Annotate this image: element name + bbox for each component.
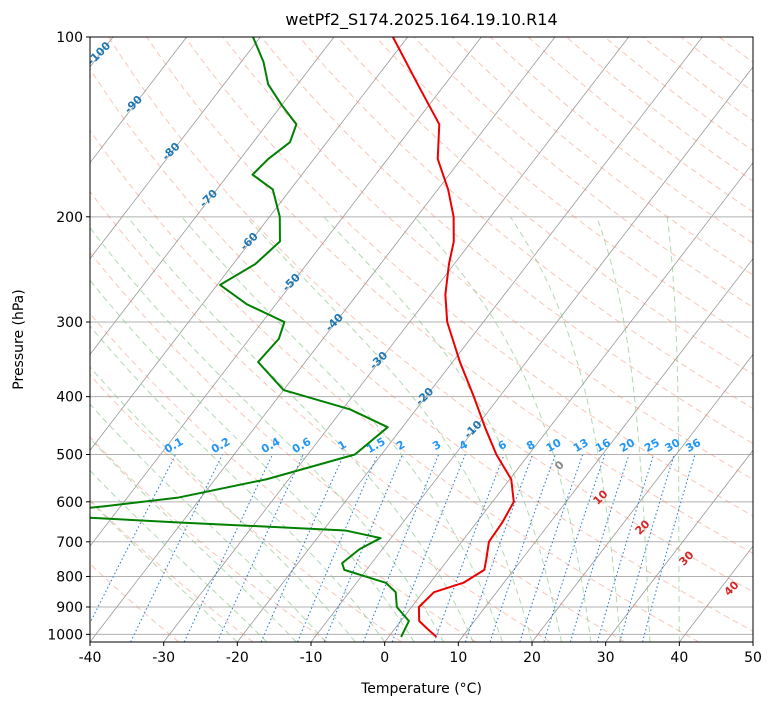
- y-tick-label: 200: [56, 210, 83, 226]
- mixing-ratio-line: [464, 454, 534, 642]
- dry-adiabat-line: [90, 563, 180, 642]
- isotherm-line: [531, 353, 753, 642]
- x-ticks: -40 -30 -20 -10 0 10 20 30 40 50: [79, 642, 762, 666]
- moist-adiabat-line: [90, 366, 356, 642]
- isotherm-line: [605, 449, 753, 642]
- isotherm-line: [90, 37, 261, 260]
- mixing-ratio-line: [619, 454, 675, 642]
- y-ticks: 100 200 300 400 500 600 700 800 900 1000: [47, 30, 90, 643]
- x-tick-label: 30: [597, 650, 615, 666]
- dry-adiabat-lines: [90, 37, 753, 642]
- mixing-ratio-line: [543, 454, 606, 642]
- moist-adiabat-line: [127, 216, 474, 642]
- y-tick-label: 1000: [47, 627, 83, 643]
- dry-adiabat-line: [90, 251, 551, 642]
- mixing-ratio-line: [642, 454, 696, 642]
- y-tick-label: 500: [56, 448, 83, 464]
- mixing-ratio-line: [433, 454, 505, 642]
- dry-adiabat-line: [222, 37, 753, 480]
- moist-adiabat-line: [90, 403, 327, 642]
- mixing-ratio-line: [569, 454, 630, 642]
- isotherm-line: [90, 37, 187, 164]
- isotherm-line: [163, 37, 629, 642]
- dry-adiabat-line: [146, 37, 753, 555]
- x-tick-label: -10: [300, 650, 323, 666]
- moist-adiabat-line: [90, 437, 297, 642]
- x-tick-label: 40: [670, 650, 688, 666]
- y-tick-label: 900: [56, 600, 83, 616]
- moist-adiabat-line: [90, 469, 268, 642]
- dry-adiabat-line: [260, 37, 753, 445]
- isotherm-line: [90, 37, 408, 451]
- x-tick-label: 50: [744, 650, 762, 666]
- dry-adiabat-line: [90, 436, 328, 642]
- dry-adiabat-line: [337, 37, 753, 375]
- y-tick-label: 800: [56, 569, 83, 585]
- mixing-ratio-line: [596, 454, 655, 642]
- mixing-ratio-line: [323, 454, 403, 642]
- moist-adiabat-lines: [90, 216, 680, 642]
- mixing-ratio-line: [216, 454, 304, 642]
- moist-adiabat-line: [509, 216, 621, 642]
- mixing-ratio-line: [519, 454, 584, 642]
- x-axis-label: Temperature (°C): [360, 681, 482, 697]
- moist-adiabat-line: [90, 279, 415, 642]
- mixing-ratio-line: [391, 454, 466, 642]
- x-tick-label: -30: [152, 650, 175, 666]
- dry-adiabat-line: [108, 37, 753, 593]
- isotherm-line: [237, 37, 703, 642]
- y-tick-label: 400: [56, 390, 83, 406]
- isotherm-lines: [90, 37, 753, 642]
- dewpoint-profile: [90, 37, 410, 638]
- dry-adiabat-line: [90, 67, 753, 632]
- mixing-ratio-line: [362, 454, 440, 642]
- moist-adiabat-line: [666, 216, 680, 642]
- chart-title: wetPf2_S174.2025.164.19.10.R14: [285, 10, 557, 30]
- y-axis-label: Pressure (hPa): [11, 289, 27, 389]
- mixing-ratio-line: [183, 454, 273, 642]
- moist-adiabat-line: [596, 216, 651, 642]
- mixing-ratio-line: [489, 454, 556, 642]
- isotherm-line: [458, 257, 753, 642]
- dry-adiabat-line: [90, 312, 477, 642]
- profiles: [90, 37, 515, 638]
- y-tick-label: 300: [56, 315, 83, 331]
- moist-adiabat-line: [181, 216, 504, 642]
- y-tick-label: 100: [56, 30, 83, 46]
- mixing-ratio-line: [297, 454, 379, 642]
- y-tick-label: 700: [56, 535, 83, 551]
- mixing-ratio-lines: [90, 454, 696, 642]
- dry-adiabat-line: [90, 374, 403, 642]
- x-tick-label: 20: [523, 650, 541, 666]
- dry-adiabat-line: [299, 37, 753, 410]
- isotherm-line: [90, 37, 482, 547]
- x-tick-label: -40: [79, 650, 102, 666]
- mixing-ratio-line: [260, 454, 345, 642]
- temperature-profile: [392, 37, 515, 638]
- dry-adiabat-line: [184, 37, 753, 517]
- isotherm-line: [310, 66, 753, 642]
- moist-adiabat-line: [414, 216, 592, 642]
- dry-adiabat-line: [90, 129, 700, 642]
- y-tick-label: 600: [56, 495, 83, 511]
- moist-adiabat-line: [323, 216, 562, 642]
- pressure-gridlines: [90, 36, 753, 635]
- background-lines: [90, 37, 753, 642]
- moist-adiabat-line: [245, 216, 533, 642]
- x-tick-label: 10: [449, 650, 467, 666]
- isotherm-line: [90, 37, 556, 642]
- x-tick-label: -20: [226, 650, 249, 666]
- plot-frame: [89, 36, 754, 643]
- x-tick-label: 0: [380, 650, 389, 666]
- isotherm-line: [384, 162, 753, 642]
- dry-adiabat-line: [375, 37, 753, 342]
- moist-adiabat-line: [90, 500, 238, 642]
